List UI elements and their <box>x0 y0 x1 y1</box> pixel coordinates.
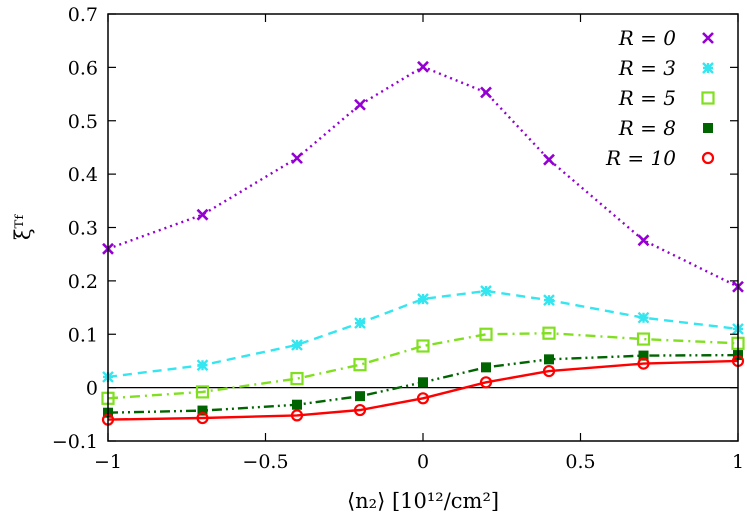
data-point <box>479 327 493 341</box>
legend: R = 0 R = 3 R = 5 R = 8 R = 10 <box>605 26 715 170</box>
data-point <box>416 339 430 353</box>
data-point <box>417 60 429 73</box>
data-point <box>195 385 210 399</box>
x-tick-label: −1 <box>94 451 122 473</box>
legend-label: R = 5 <box>618 86 676 110</box>
data-point <box>480 86 492 99</box>
legend-label: R = 10 <box>605 146 676 170</box>
y-tick-label: 0.2 <box>68 271 98 293</box>
data-point <box>636 332 651 346</box>
x-tick-label: 1 <box>732 451 744 473</box>
data-point <box>196 411 209 425</box>
legend-marker <box>701 151 715 165</box>
data-point <box>353 358 367 372</box>
data-point <box>354 98 366 111</box>
series-line-2 <box>107 331 739 400</box>
data-point <box>481 362 491 373</box>
data-point <box>480 285 492 297</box>
x-tick-label: 0 <box>417 451 429 473</box>
data-point <box>637 234 650 247</box>
y-tick-label: 0 <box>86 378 98 400</box>
data-point <box>291 339 303 351</box>
y-tick-label: 0.4 <box>68 164 98 186</box>
legend-label: R = 3 <box>618 56 676 80</box>
data-point <box>416 392 430 405</box>
data-point <box>353 403 367 417</box>
y-tick-label: 0.6 <box>68 57 98 79</box>
data-point <box>355 391 365 402</box>
data-point <box>543 294 555 306</box>
y-axis-label: ξᵀᶠ <box>11 214 35 240</box>
data-point <box>638 350 649 361</box>
series-line-4 <box>107 359 739 421</box>
data-point <box>542 364 556 378</box>
legend-label: R = 8 <box>618 116 676 140</box>
data-point <box>290 371 304 386</box>
data-point <box>542 326 556 340</box>
data-point <box>196 208 209 221</box>
x-axis-label: ⟨n₂⟩ [10¹²/cm²] <box>347 489 499 513</box>
data-point <box>291 152 303 165</box>
data-point <box>417 293 429 305</box>
series-layer <box>101 60 745 426</box>
data-point <box>637 357 650 370</box>
data-point <box>543 153 555 166</box>
data-point <box>196 359 209 372</box>
data-point <box>292 399 302 410</box>
legend-marker <box>703 123 713 133</box>
legend-marker <box>701 91 715 105</box>
tick-layer: −1 −0.5 0 0.5 1 −0.1 0 0.1 0.2 0.3 0.4 0.5 0.6 0.7 <box>52 4 744 473</box>
legend-label: R = 0 <box>618 26 677 50</box>
data-point <box>637 311 650 324</box>
y-tick-label: 0.1 <box>68 324 98 346</box>
data-point <box>197 405 208 416</box>
x-tick-label: 0.5 <box>565 451 595 473</box>
x-tick-label: −0.5 <box>242 451 288 473</box>
y-tick-label: 0.5 <box>68 111 98 133</box>
data-point <box>290 409 304 422</box>
series-line-1 <box>107 289 739 379</box>
legend-marker <box>702 32 714 44</box>
y-tick-label: 0.7 <box>68 4 98 26</box>
legend-marker <box>702 62 714 74</box>
data-point <box>418 377 428 388</box>
y-tick-label: −0.1 <box>52 431 98 453</box>
data-point <box>354 317 366 329</box>
data-point <box>479 376 493 389</box>
data-point <box>544 354 554 365</box>
y-tick-label: 0.3 <box>68 218 98 240</box>
